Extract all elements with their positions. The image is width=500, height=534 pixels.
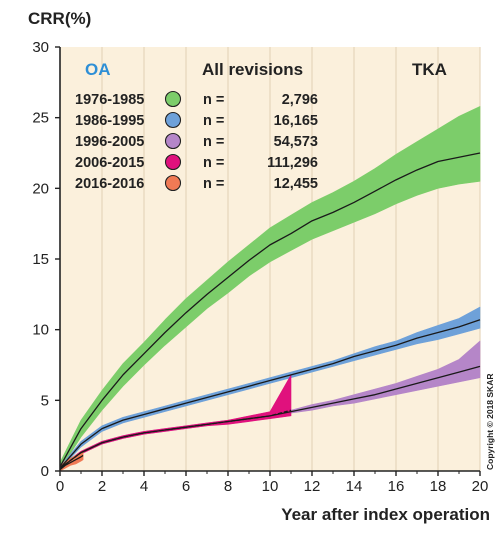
- legend-entry-2006-2015: 2006-2015 n = 111,296: [75, 153, 318, 171]
- x-tick-label-18: 18: [430, 478, 447, 495]
- x-axis-title: Year after index operation: [281, 505, 490, 524]
- x-tick-label-12: 12: [304, 478, 321, 495]
- legend-swatch: [164, 153, 182, 171]
- legend-entry-1996-2005: 1996-2005 n = 54,573: [75, 132, 318, 150]
- header-oa: OA: [85, 60, 111, 79]
- legend-swatch: [164, 111, 182, 129]
- legend-label: 2016-2016: [75, 176, 144, 192]
- legend-label: 1976-1985: [75, 92, 144, 108]
- legend-n-value: 2,796: [282, 92, 318, 108]
- x-tick-label-8: 8: [224, 478, 232, 495]
- x-tick-label-10: 10: [262, 478, 279, 495]
- legend-swatch: [164, 90, 182, 108]
- axes: 0 5 10 15 20 25 30 0 2 4 6 8 10 12 14 16 18 20: [32, 39, 488, 495]
- y-tick-label-15: 15: [32, 251, 49, 268]
- y-tick-label-10: 10: [32, 322, 49, 339]
- legend-entry-1976-1985: 1976-1985 n = 2,796: [75, 90, 318, 108]
- legend-n-value: 12,455: [274, 176, 318, 192]
- series-lines: [59, 152, 481, 471]
- legend-label: 1996-2005: [75, 134, 144, 150]
- legend-n-prefix: n =: [203, 176, 224, 192]
- header-all-revisions: All revisions: [202, 60, 303, 79]
- legend-label: 2006-2015: [75, 155, 144, 171]
- legend-entry-2016-2016: 2016-2016 n = 12,455: [75, 174, 318, 192]
- x-tick-label-16: 16: [388, 478, 405, 495]
- band-2006-2015: [59, 374, 292, 470]
- x-tick-label-6: 6: [182, 478, 190, 495]
- header-tka: TKA: [412, 60, 447, 79]
- legend-n-value: 54,573: [274, 134, 318, 150]
- line-1976-1985: [59, 152, 481, 468]
- legend-n-prefix: n =: [203, 92, 224, 108]
- x-tick-label-2: 2: [98, 478, 106, 495]
- band-1976-1985: [59, 106, 481, 470]
- x-tick-label-0: 0: [56, 478, 64, 495]
- copyright-text: Copyright © 2018 SKAR: [485, 374, 495, 470]
- y-tick-label-20: 20: [32, 180, 49, 197]
- x-tick-label-20: 20: [472, 478, 489, 495]
- x-tick-label-14: 14: [346, 478, 363, 495]
- legend-n-value: 111,296: [267, 155, 318, 171]
- legend-n-prefix: n =: [203, 134, 224, 150]
- y-tick-label-5: 5: [41, 392, 49, 409]
- legend-n-prefix: n =: [203, 113, 224, 129]
- legend: 1976-1985 n = 2,796 1986-1995 n = 16,165 1996-…: [75, 90, 318, 192]
- line-2016-2016: [59, 454, 84, 471]
- y-axis-title: CRR(%): [28, 9, 91, 28]
- y-tick-label-30: 30: [32, 39, 49, 56]
- y-tick-label-25: 25: [32, 110, 49, 127]
- band-2016-2016: [59, 450, 84, 472]
- legend-label: 1986-1995: [75, 113, 144, 129]
- y-tick-label-0: 0: [41, 463, 49, 480]
- line-2006-2015: [59, 409, 292, 469]
- legend-entry-1986-1995: 1986-1995 n = 16,165: [75, 111, 318, 129]
- legend-n-value: 16,165: [274, 113, 318, 129]
- band-1986-1995: [59, 306, 481, 470]
- legend-n-prefix: n =: [203, 155, 224, 171]
- x-tick-label-4: 4: [140, 478, 148, 495]
- legend-swatch: [164, 132, 182, 150]
- legend-swatch: [164, 174, 182, 192]
- line-1986-1995: [59, 319, 481, 469]
- confidence-bands: [59, 106, 481, 472]
